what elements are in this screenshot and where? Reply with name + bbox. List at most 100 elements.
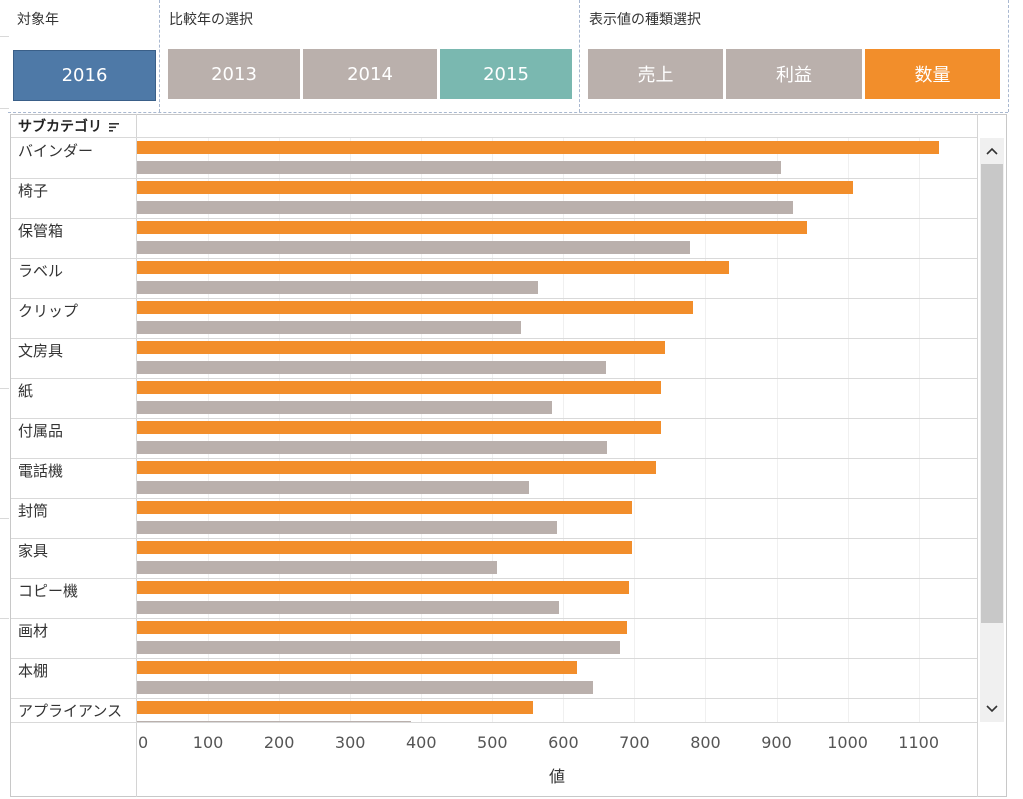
bar-2016[interactable] [137,621,627,634]
bar-2015[interactable] [137,681,594,694]
x-tick-label: 300 [334,733,366,752]
row-divider [11,178,977,179]
axis-baseline [11,722,977,723]
bar-2016[interactable] [137,261,729,274]
row-divider [11,418,977,419]
row-divider [11,578,977,579]
category-label: バインダー [18,142,94,160]
category-label: アプライアンス [18,702,123,720]
scrollbar-thumb[interactable] [981,164,1003,623]
x-tick-label: 500 [477,733,508,752]
bar-2015[interactable] [137,441,607,454]
row-divider [11,218,977,219]
category-label: クリップ [18,302,79,320]
category-label: 文房具 [18,342,64,360]
bar-2016[interactable] [137,381,661,394]
bar-2016[interactable] [137,461,657,474]
gridline [918,138,920,722]
x-tick-label: 0 [138,733,149,752]
bar-2015[interactable] [137,201,793,214]
row-header-divider [136,114,137,797]
row-divider [11,658,977,659]
value-type-profit-button[interactable]: 利益 [726,49,862,99]
value-type-title: 表示値の種類選択 [589,12,701,28]
scroll-up-icon[interactable] [980,140,1004,162]
category-label: 封筒 [18,502,49,520]
filters-bottom-divider [8,112,1008,113]
x-tick-label: 900 [761,733,792,752]
bar-2016[interactable] [137,661,577,674]
row-divider [11,538,977,539]
bar-2016[interactable] [137,541,632,554]
value-type-quantity-button[interactable]: 数量 [865,49,1000,99]
row-divider [11,618,977,619]
target-year-section: 対象年 [9,0,159,112]
bar-2015[interactable] [137,161,781,174]
category-label: 椅子 [18,182,49,200]
x-tick-label: 100 [192,733,224,752]
category-label: 付属品 [18,422,64,440]
bar-2016[interactable] [137,581,629,594]
value-type-sales-button[interactable]: 売上 [588,49,723,99]
header-bottom-line [11,137,977,138]
bar-2016[interactable] [137,301,693,314]
compare-year-2014-button[interactable]: 2014 [303,49,437,99]
gridline [776,138,778,722]
bar-2016[interactable] [137,421,661,434]
category-label: 電話機 [18,462,64,480]
bar-2015[interactable] [137,601,560,614]
category-label: コピー機 [18,582,79,600]
x-axis-title: 値 [548,767,565,786]
bar-2015[interactable] [137,281,538,294]
subcategory-header: サブカテゴリ [18,119,102,135]
chart-right-divider [977,114,978,797]
row-divider [11,298,977,299]
bar-2015[interactable] [137,321,521,334]
target-year-2016-button[interactable]: 2016 [13,50,156,101]
category-label: 紙 [18,382,34,400]
bar-2016[interactable] [137,221,808,234]
x-tick-label: 1000 [827,733,868,752]
bar-2015[interactable] [137,401,552,414]
value-type-section: 表示値の種類選択 [581,0,1009,112]
bar-2015[interactable] [137,361,606,374]
bar-2016[interactable] [137,141,939,154]
section-divider [159,0,160,112]
bar-2015[interactable] [137,641,621,654]
scroll-down-icon[interactable] [980,698,1004,720]
bar-2016[interactable] [137,341,665,354]
gridline [705,138,707,722]
target-year-title: 対象年 [17,12,59,28]
row-divider [11,698,977,699]
category-label: 保管箱 [18,222,64,240]
compare-year-title: 比較年の選択 [169,12,253,28]
bar-2015[interactable] [137,721,411,722]
left-panel-edge [0,0,9,799]
bar-2015[interactable] [137,241,690,254]
compare-year-2013-button[interactable]: 2013 [168,49,300,99]
category-label: ラベル [18,262,64,280]
row-divider [11,258,977,259]
bar-2016[interactable] [137,501,632,514]
x-tick-label: 1100 [898,733,940,752]
category-label: 家具 [18,542,49,560]
x-tick-label: 600 [548,733,579,752]
category-label: 画材 [18,622,49,640]
chart-area [10,114,1007,797]
category-label: 本棚 [18,662,49,680]
row-divider [11,498,977,499]
bar-2015[interactable] [137,521,557,534]
compare-year-2015-button[interactable]: 2015 [440,49,572,99]
section-divider [579,0,580,112]
bar-2015[interactable] [137,561,497,574]
bar-2015[interactable] [137,481,529,494]
gridline [847,138,849,722]
x-tick-label: 200 [263,733,295,752]
row-divider [11,458,977,459]
row-divider [11,338,977,339]
sort-icon[interactable] [108,121,120,133]
bar-2016[interactable] [137,181,854,194]
bar-2016[interactable] [137,701,533,714]
section-divider [1008,0,1009,112]
row-divider [11,378,977,379]
